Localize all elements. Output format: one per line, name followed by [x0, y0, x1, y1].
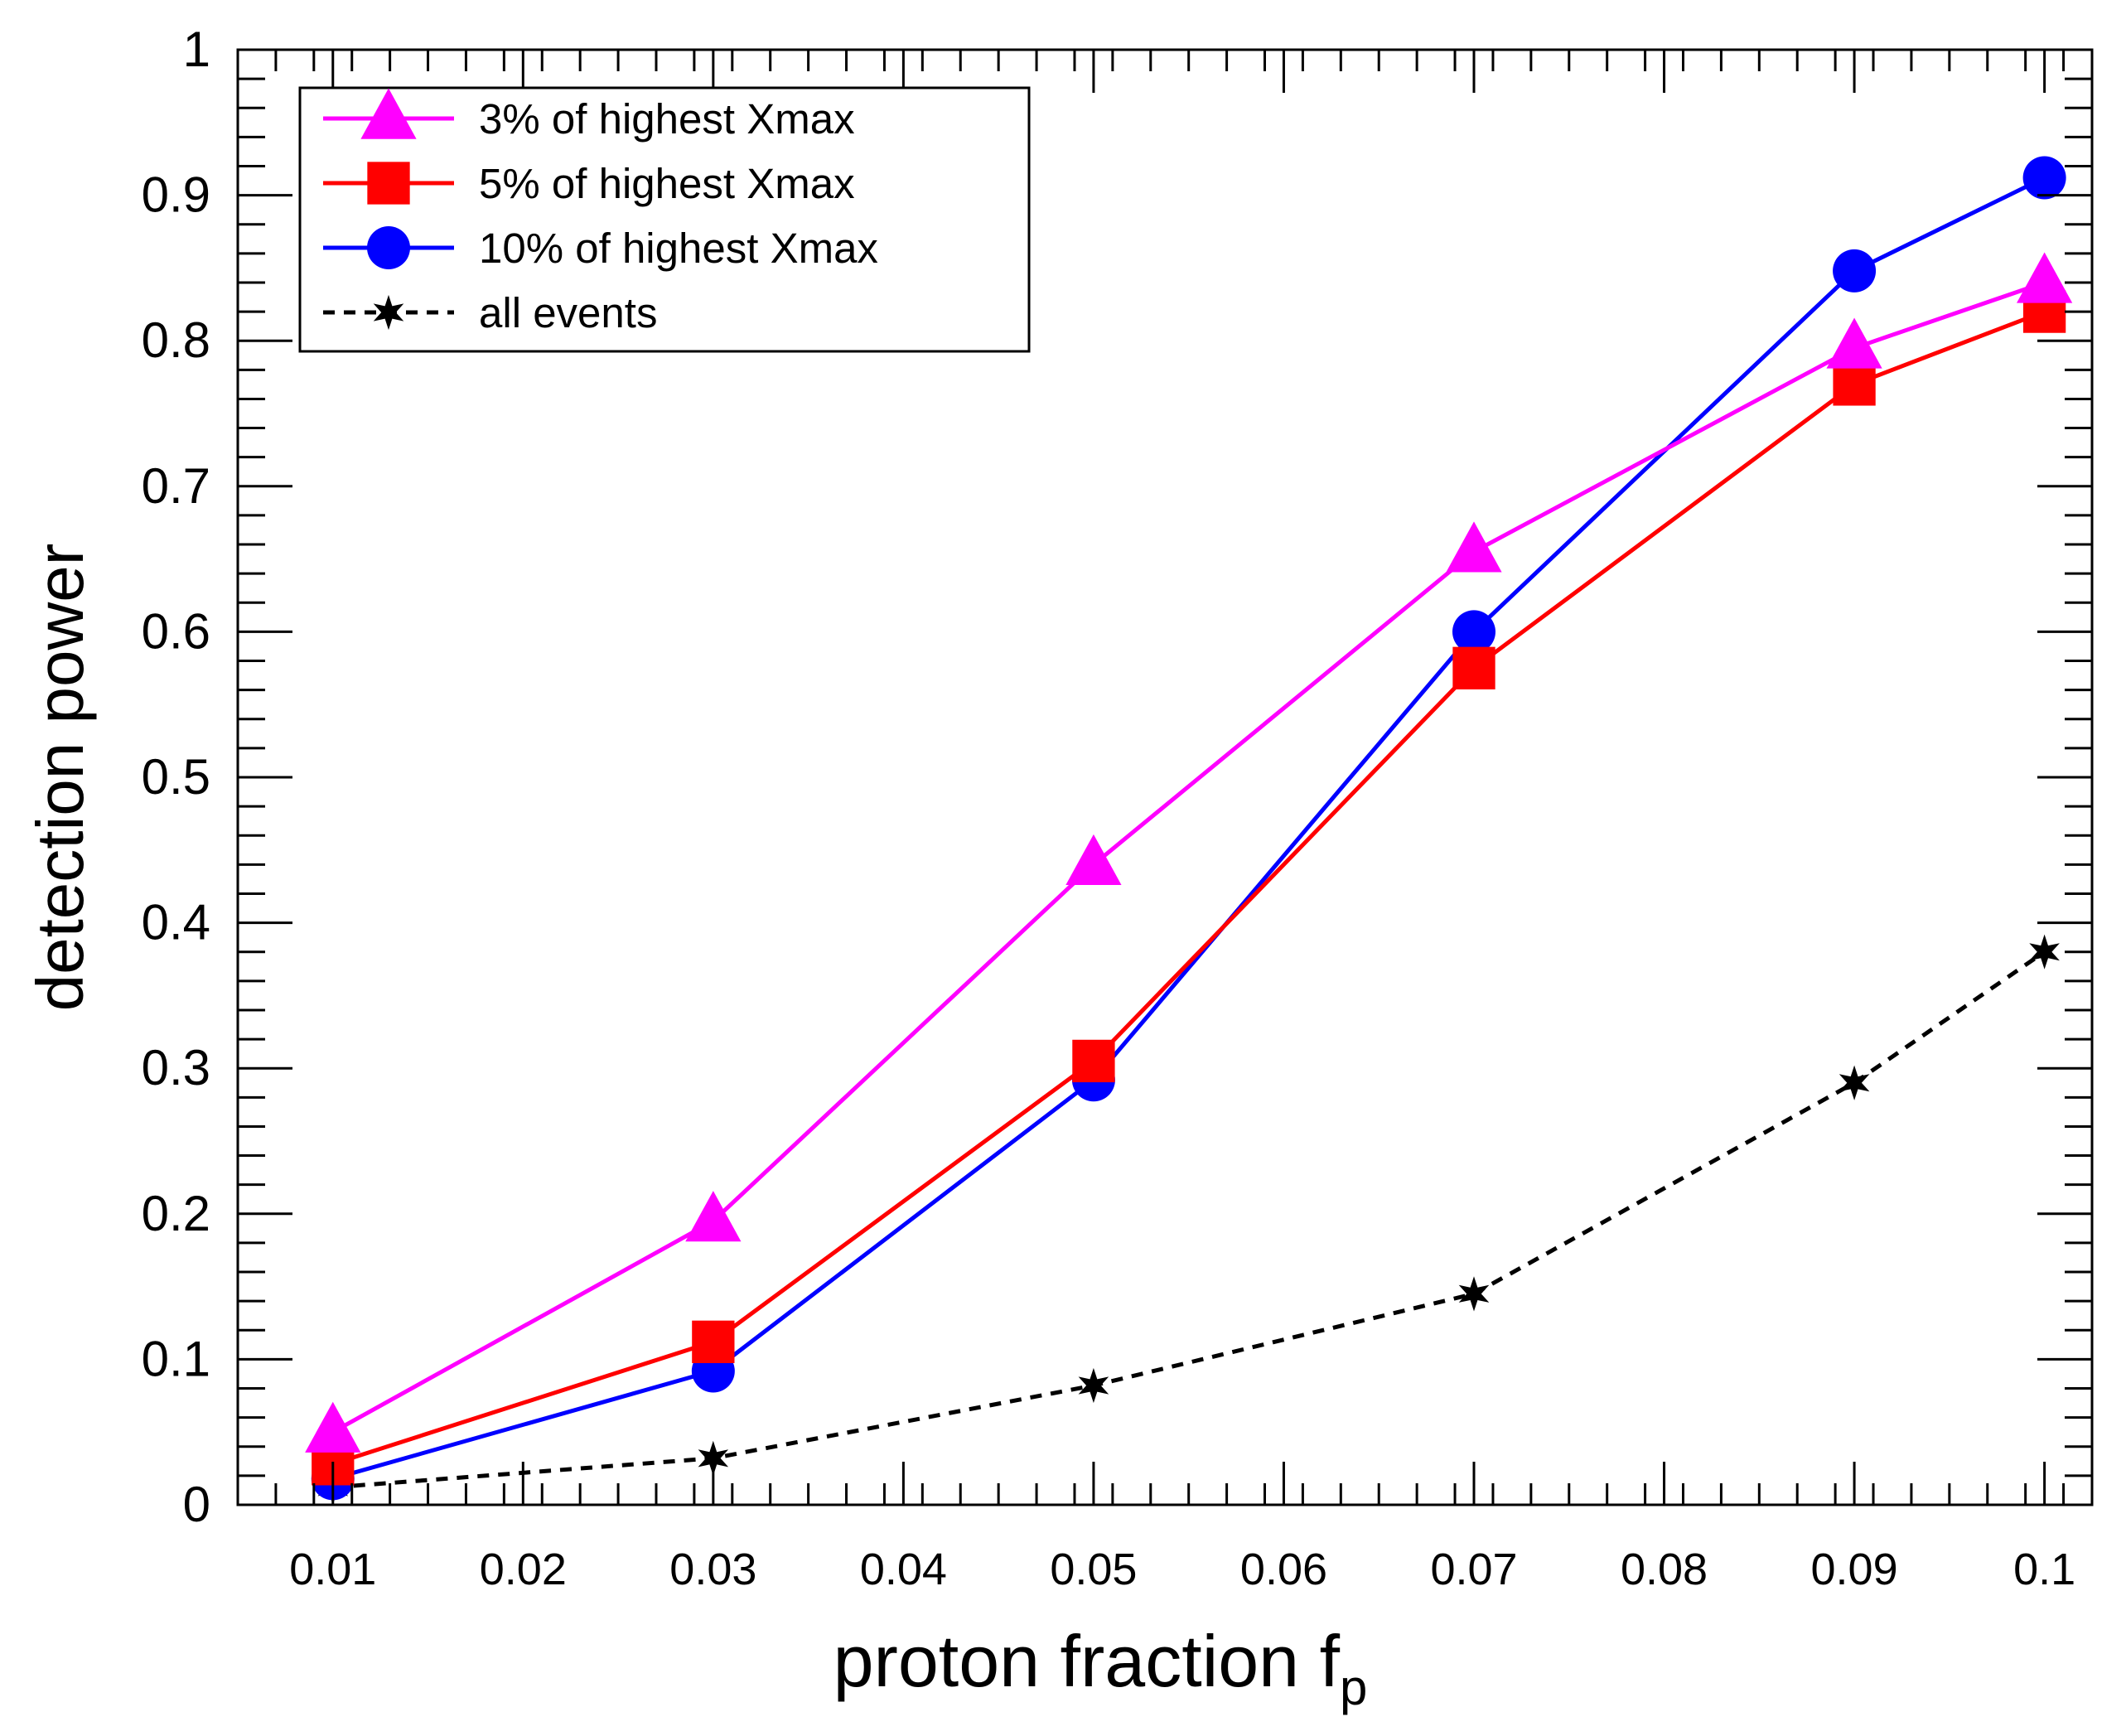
- legend-box: [298, 86, 1031, 353]
- x-tick-label: 0.06: [1240, 1545, 1327, 1594]
- y-tick-label: 1: [183, 22, 210, 77]
- data-point-circle: [1833, 249, 1877, 293]
- y-tick-label: 0.8: [142, 312, 210, 368]
- data-point-triangle: [2017, 252, 2073, 303]
- legend-entry-5-of-highest-xmax: 5% of highest Xmax: [323, 160, 855, 207]
- legend-marker-circle: [367, 226, 410, 269]
- data-point-star: [1078, 1367, 1109, 1404]
- legend-marker-triangle: [360, 88, 417, 139]
- data-point-triangle: [1065, 834, 1122, 886]
- series-5-of-highest-xmax: [312, 290, 2066, 1486]
- series-line-3-of-highest-xmax: [331, 280, 2046, 1434]
- data-point-triangle: [1826, 317, 1882, 369]
- legend-marker-star: [373, 294, 404, 331]
- data-point-triangle: [1446, 521, 1502, 573]
- x-tick-label: 0.01: [289, 1545, 376, 1594]
- x-tick-label: 0.04: [860, 1545, 947, 1594]
- data-point-star: [1839, 1065, 1870, 1100]
- legend: 3% of highest Xmax 5% of highest Xmax 10% …: [298, 86, 1031, 353]
- series-layer: [305, 156, 2073, 1505]
- data-point-circle: [2022, 156, 2066, 200]
- y-tick-label: 0.7: [142, 458, 210, 514]
- y-tick-label: 0.4: [142, 895, 210, 950]
- legend-label: 5% of highest Xmax: [479, 160, 855, 207]
- axis-ticks: [236, 48, 2092, 1506]
- y-tick-label: 0.5: [142, 749, 210, 805]
- series-3-of-highest-xmax: [305, 252, 2073, 1453]
- y-tick-label: 0.6: [142, 603, 210, 659]
- data-point-square: [1833, 363, 1876, 406]
- x-tick-label: 0.02: [480, 1545, 567, 1594]
- data-point-star: [698, 1440, 729, 1476]
- data-point-star: [2029, 934, 2060, 970]
- tick-labels: 0.01 0.02 0.03 0.04 0.05 0.06 0.07 0.08 0.09 0.1 0…: [142, 22, 2076, 1594]
- x-tick-label: 0.05: [1050, 1545, 1137, 1594]
- data-point-star: [1458, 1276, 1490, 1312]
- data-point-square: [692, 1320, 735, 1363]
- x-tick-label: 0.03: [669, 1545, 756, 1594]
- legend-entry-all-events: all events: [323, 289, 657, 336]
- y-tick-label: 0.1: [142, 1331, 210, 1386]
- series-line-10-of-highest-xmax: [332, 176, 2046, 1481]
- y-axis-title: detection power: [23, 544, 97, 1012]
- y-tick-label: 0.2: [142, 1186, 210, 1241]
- x-tick-label: 0.09: [1811, 1545, 1898, 1594]
- data-point-circle: [1452, 610, 1495, 654]
- x-axis-title-main: proton fraction f: [833, 1620, 1341, 1702]
- data-point-square: [1072, 1039, 1115, 1083]
- x-axis-title-subscript: p: [1340, 1660, 1367, 1715]
- data-point-square: [1452, 646, 1495, 689]
- series-line-all-events: [332, 950, 2046, 1490]
- x-tick-label: 0.1: [2013, 1545, 2075, 1594]
- data-point-triangle: [305, 1401, 361, 1453]
- legend-entry-3-of-highest-xmax: 3% of highest Xmax: [323, 88, 855, 143]
- x-axis-title: proton fraction fp: [833, 1620, 1368, 1715]
- series-line-5-of-highest-xmax: [332, 309, 2046, 1467]
- legend-entry-10-of-highest-xmax: 10% of highest Xmax: [323, 225, 878, 272]
- legend-label: 10% of highest Xmax: [479, 225, 878, 272]
- x-tick-label: 0.08: [1621, 1545, 1708, 1594]
- legend-label: all events: [479, 289, 657, 336]
- legend-marker-square: [367, 162, 410, 205]
- legend-label: 3% of highest Xmax: [479, 95, 855, 143]
- y-tick-label: 0.3: [142, 1040, 210, 1095]
- data-point-triangle: [685, 1191, 742, 1242]
- y-tick-label: 0.9: [142, 167, 210, 223]
- x-tick-label: 0.07: [1430, 1545, 1517, 1594]
- y-tick-label: 0: [183, 1477, 210, 1532]
